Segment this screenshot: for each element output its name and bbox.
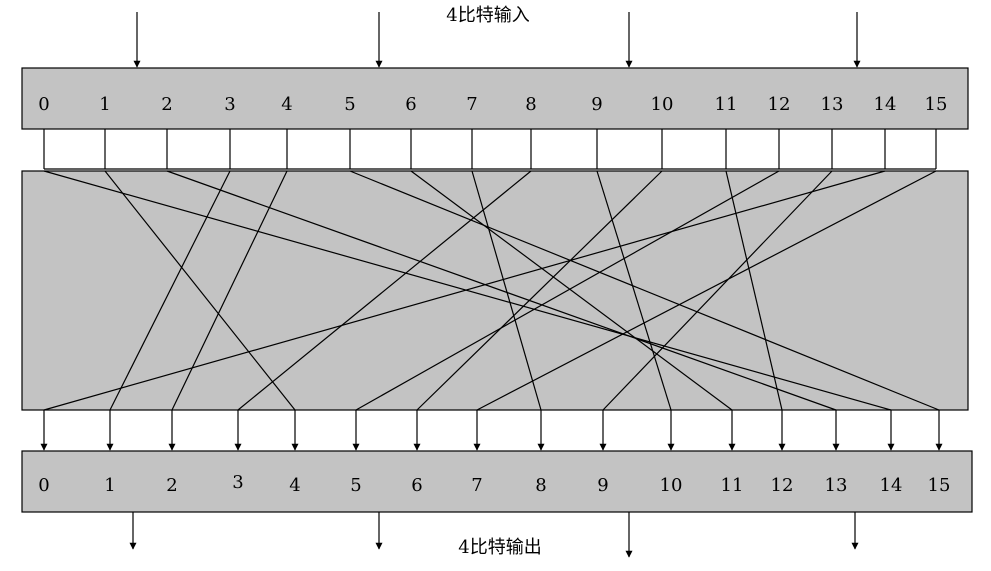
- wire-15-to-7: [476, 170, 937, 411]
- input-bit-label: 5: [344, 94, 355, 115]
- output-bit-label: 11: [721, 475, 744, 496]
- input-bit-label: 1: [99, 94, 110, 115]
- input-bit-label: 2: [161, 94, 172, 115]
- output-bit-label: 15: [928, 475, 951, 496]
- wire-9-to-10: [596, 170, 672, 411]
- output-bit-label: 6: [411, 475, 422, 496]
- output-bit-label: 10: [660, 475, 683, 496]
- wire-7-to-8: [471, 170, 542, 411]
- input-caption: 4比特输入: [446, 5, 529, 26]
- output-bit-arrows: [40, 410, 943, 451]
- output-bit-label: 2: [166, 475, 177, 496]
- wire-10-to-6: [416, 170, 663, 411]
- output-arrows: [129, 512, 859, 558]
- output-bit-label: 9: [597, 475, 608, 496]
- output-bit-label: 7: [471, 475, 482, 496]
- output-bit-label: 12: [771, 475, 794, 496]
- wire-14-to-0: [43, 170, 886, 411]
- wire-1-to-4: [104, 170, 296, 411]
- input-bit-label: 14: [874, 94, 897, 115]
- input-bit-box: [21, 67, 969, 130]
- input-bit-labels: 0 1 2 3 4 5 6 7 8 9 10 11 12 13 14 15: [38, 94, 947, 115]
- input-connectors: [43, 129, 937, 170]
- input-bit-label: 12: [768, 94, 791, 115]
- input-bit-label: 0: [38, 94, 49, 115]
- permutation-box: [21, 170, 969, 411]
- input-bit-label: 4: [281, 94, 292, 115]
- wire-12-to-5: [355, 170, 780, 411]
- input-arrows: [133, 12, 861, 68]
- input-bit-label: 15: [925, 94, 948, 115]
- output-bit-box: [21, 450, 973, 513]
- wire-6-to-11: [410, 170, 733, 411]
- output-bit-label: 1: [104, 475, 115, 496]
- output-bit-label: 5: [350, 475, 361, 496]
- output-bit-labels: 0 1 2 3 4 5 6 7 8 9 10 11 12 13 14 15: [38, 472, 950, 496]
- input-bit-label: 3: [224, 94, 235, 115]
- input-bit-label: 11: [715, 94, 738, 115]
- output-bit-label: 8: [535, 475, 546, 496]
- output-bit-label: 4: [289, 475, 300, 496]
- permutation-wires: [43, 170, 940, 411]
- output-bit-label: 3: [232, 472, 243, 493]
- output-bit-label: 14: [880, 475, 903, 496]
- wire-13-to-9: [602, 170, 833, 411]
- wire-0-to-14: [43, 170, 892, 411]
- wire-11-to-12: [725, 170, 783, 411]
- input-bit-label: 9: [591, 94, 602, 115]
- wire-2-to-13: [166, 170, 837, 411]
- wire-3-to-1: [109, 170, 231, 411]
- wire-8-to-3: [237, 170, 532, 411]
- input-bit-label: 13: [821, 94, 844, 115]
- input-bit-label: 7: [466, 94, 477, 115]
- output-bit-label: 0: [38, 475, 49, 496]
- input-bit-label: 8: [525, 94, 536, 115]
- output-bit-label: 13: [825, 475, 848, 496]
- output-caption: 4比特输出: [458, 537, 541, 558]
- input-bit-label: 6: [405, 94, 416, 115]
- wire-4-to-2: [171, 170, 288, 411]
- input-bit-label: 10: [651, 94, 674, 115]
- wire-5-to-15: [349, 170, 940, 411]
